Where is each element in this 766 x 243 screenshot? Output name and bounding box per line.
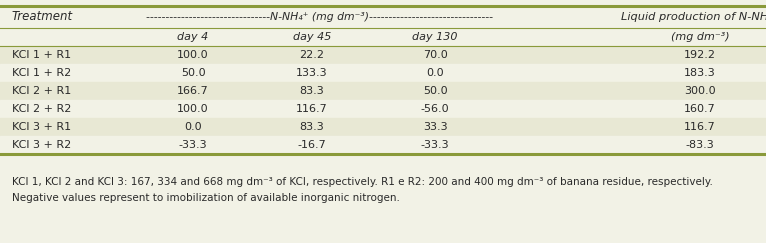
Text: --------------------------------N-NH₄⁺ (mg dm⁻³)--------------------------------: --------------------------------N-NH₄⁺ (… (146, 12, 493, 22)
Text: 100.0: 100.0 (177, 50, 209, 60)
Text: KCl 3 + R1: KCl 3 + R1 (12, 122, 71, 132)
Text: 192.2: 192.2 (684, 50, 716, 60)
Text: 0.0: 0.0 (426, 68, 444, 78)
Text: KCl 2 + R2: KCl 2 + R2 (12, 104, 71, 114)
Text: 300.0: 300.0 (684, 86, 715, 96)
Text: 70.0: 70.0 (423, 50, 447, 60)
Text: day 45: day 45 (293, 32, 331, 42)
Text: KCl 2 + R1: KCl 2 + R1 (12, 86, 71, 96)
Bar (0, 64, 766, 82)
Text: -16.7: -16.7 (298, 140, 326, 150)
Text: 22.2: 22.2 (300, 50, 325, 60)
Text: 160.7: 160.7 (684, 104, 716, 114)
Text: day 130: day 130 (412, 32, 458, 42)
Text: -56.0: -56.0 (421, 104, 450, 114)
Text: 83.3: 83.3 (300, 122, 324, 132)
Bar (0, 82, 766, 100)
Text: -33.3: -33.3 (178, 140, 208, 150)
Text: 0.0: 0.0 (184, 122, 201, 132)
Bar (0, 100, 766, 118)
Text: 133.3: 133.3 (296, 68, 328, 78)
Text: 100.0: 100.0 (177, 104, 209, 114)
Text: KCl 1 + R1: KCl 1 + R1 (12, 50, 71, 60)
Text: KCl 1 + R2: KCl 1 + R2 (12, 68, 71, 78)
Text: 116.7: 116.7 (684, 122, 716, 132)
Text: 83.3: 83.3 (300, 86, 324, 96)
Text: 50.0: 50.0 (181, 68, 205, 78)
Text: Negative values represent to imobilization of available inorganic nitrogen.: Negative values represent to imobilizati… (12, 193, 400, 203)
Text: Liquid production of N-NH₄⁺: Liquid production of N-NH₄⁺ (621, 12, 766, 22)
Text: 116.7: 116.7 (296, 104, 328, 114)
Text: (mg dm⁻³): (mg dm⁻³) (671, 32, 729, 42)
Text: -33.3: -33.3 (421, 140, 450, 150)
Bar (0, 10, 766, 28)
Text: day 4: day 4 (178, 32, 208, 42)
Bar (0, 118, 766, 136)
Bar (0, 136, 766, 154)
Text: 33.3: 33.3 (423, 122, 447, 132)
Text: 183.3: 183.3 (684, 68, 716, 78)
Text: 50.0: 50.0 (423, 86, 447, 96)
Text: Treatment: Treatment (12, 10, 73, 24)
Text: KCl 1, KCl 2 and KCl 3: 167, 334 and 668 mg dm⁻³ of KCl, respectively. R1 e R2: : KCl 1, KCl 2 and KCl 3: 167, 334 and 668… (12, 177, 713, 187)
Text: KCl 3 + R2: KCl 3 + R2 (12, 140, 71, 150)
Bar (0, 46, 766, 64)
Text: 166.7: 166.7 (177, 86, 209, 96)
Text: -83.3: -83.3 (686, 140, 715, 150)
